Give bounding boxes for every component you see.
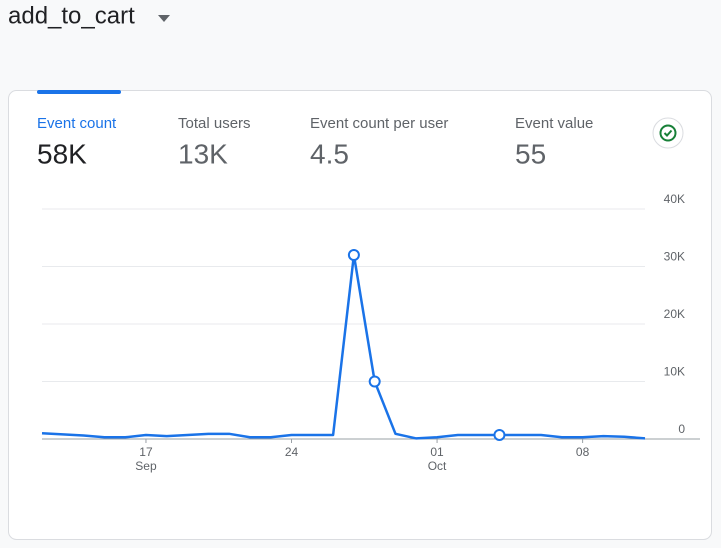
check-circle (659, 124, 677, 142)
point-marker (493, 428, 506, 441)
dropdown-arrow[interactable] (158, 15, 170, 22)
x-tick-label: 24 (284, 445, 299, 459)
x-tick-label: 17 Sep (135, 445, 157, 473)
metric-label: Event value (515, 115, 593, 132)
y-tick-label: 20K (664, 307, 685, 321)
y-tick-label: 0 (678, 422, 685, 436)
x-tick-label: 01 Oct (427, 445, 447, 473)
metric-value: 55 (515, 138, 546, 169)
metric-label: Total users (178, 115, 251, 132)
y-tick-label: 30K (664, 250, 685, 264)
series-line (41, 253, 646, 440)
metric-value: 13K (178, 138, 228, 169)
card (8, 90, 712, 540)
point-marker (368, 375, 381, 388)
x-tick-label: 08 (575, 445, 590, 459)
y-tick-label: 40K (664, 192, 685, 206)
selected-tab-indicator (37, 90, 121, 94)
metric-value: 4.5 (310, 138, 349, 169)
y-tick-label: 10K (664, 365, 685, 379)
point-marker (347, 249, 360, 261)
metric-value: 58K (37, 138, 87, 169)
metric-label: Event count (37, 115, 117, 132)
check-mark (663, 129, 673, 137)
page-title: add_to_cart (8, 2, 135, 29)
metric-label: Event count per user (310, 115, 448, 132)
